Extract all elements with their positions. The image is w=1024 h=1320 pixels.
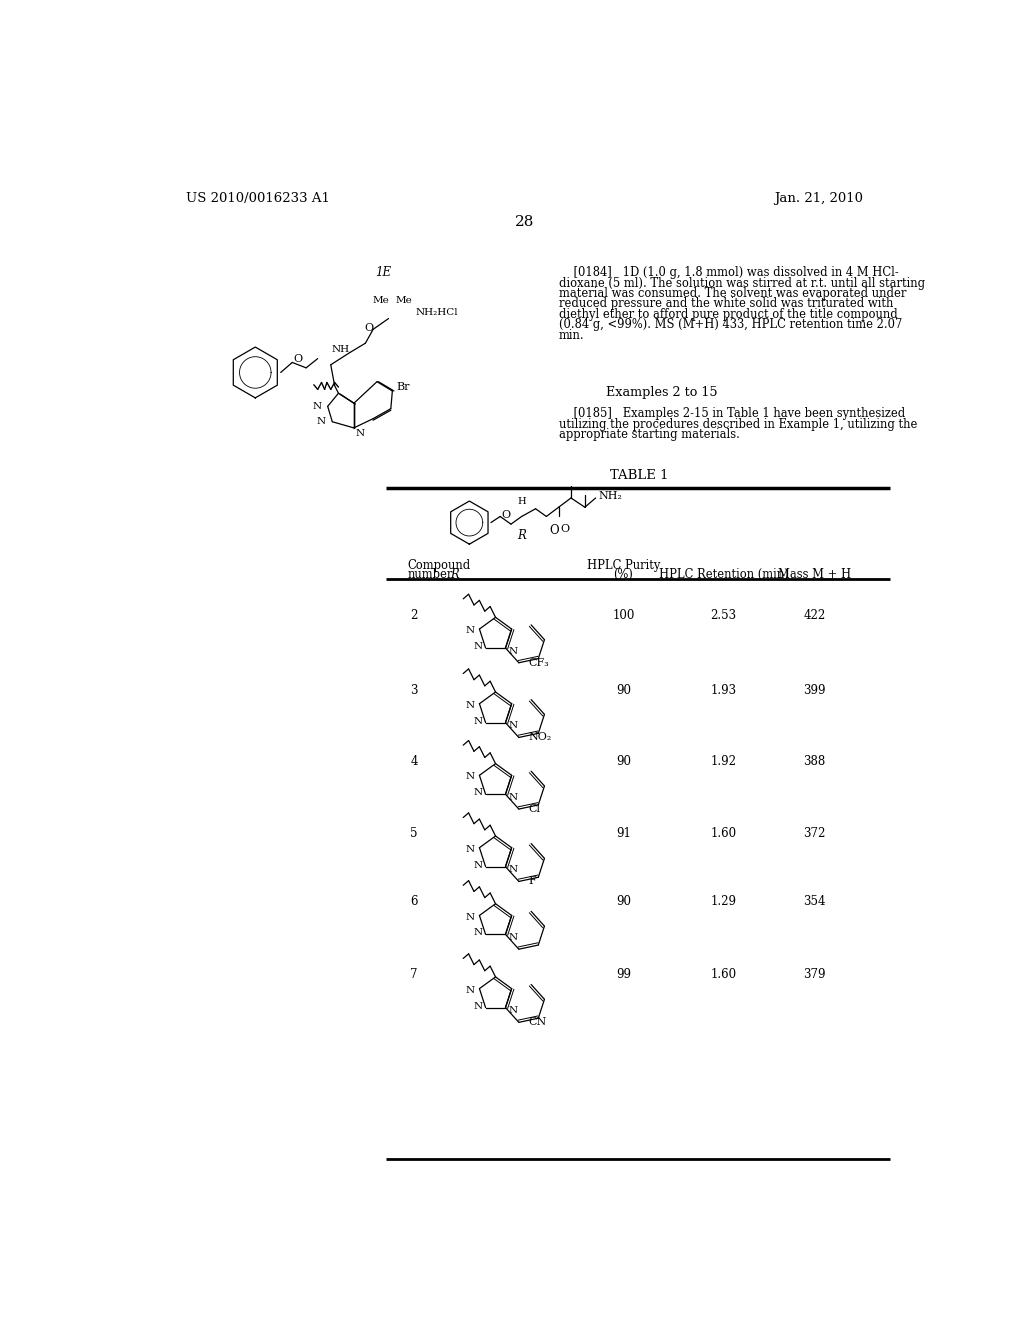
Text: NO₂: NO₂ [528,733,551,742]
Text: (%): (%) [613,568,633,581]
Text: NH₂HCl: NH₂HCl [416,308,458,317]
Text: N: N [473,861,482,870]
Text: HPLC Purity: HPLC Purity [587,558,660,572]
Text: Compound: Compound [408,558,471,572]
Text: Me: Me [373,297,389,305]
Text: N: N [509,647,518,656]
Text: N: N [473,788,482,797]
Text: 1.60: 1.60 [711,826,736,840]
Text: NH₂: NH₂ [599,491,623,500]
Text: [0184]   1D (1.0 g, 1.8 mmol) was dissolved in 4 M HCl-: [0184] 1D (1.0 g, 1.8 mmol) was dissolve… [559,267,898,280]
Text: 372: 372 [803,826,825,840]
Text: 90: 90 [615,895,631,908]
Text: (0.84 g, <99%). MS (M+H) 433, HPLC retention time 2.07: (0.84 g, <99%). MS (M+H) 433, HPLC reten… [559,318,902,331]
Text: 3: 3 [411,684,418,697]
Text: N: N [466,626,475,635]
Text: N: N [317,417,326,426]
Text: HPLC Retention (min): HPLC Retention (min) [658,568,788,581]
Text: 422: 422 [803,609,825,622]
Text: 100: 100 [612,609,635,622]
Text: 354: 354 [803,895,825,908]
Text: N: N [473,928,482,937]
Text: 2.53: 2.53 [711,609,736,622]
Text: N: N [466,772,475,781]
Text: N: N [355,429,365,438]
Text: 28: 28 [515,215,535,228]
Text: N: N [509,793,518,801]
Text: 2: 2 [411,609,418,622]
Text: [0185]   Examples 2-15 in Table 1 have been synthesized: [0185] Examples 2-15 in Table 1 have bee… [559,407,905,420]
Text: CN: CN [528,1018,547,1027]
Text: F: F [528,876,536,887]
Text: N: N [312,401,322,411]
Text: number: number [408,568,454,581]
Text: Mass M + H: Mass M + H [778,568,851,581]
Text: N: N [509,933,518,942]
Text: 99: 99 [615,969,631,982]
Text: O: O [501,510,510,520]
Text: 1.60: 1.60 [711,969,736,982]
Text: 1.92: 1.92 [711,755,736,768]
Text: utilizing the procedures described in Example 1, utilizing the: utilizing the procedures described in Ex… [559,417,918,430]
Text: 379: 379 [803,969,825,982]
Text: N: N [509,721,518,730]
Text: 1.29: 1.29 [711,895,736,908]
Text: N: N [473,1002,482,1011]
Text: 5: 5 [411,826,418,840]
Text: N: N [509,865,518,874]
Text: N: N [473,717,482,726]
Text: N: N [466,912,475,921]
Text: O: O [294,354,303,363]
Text: 7: 7 [411,969,418,982]
Text: Examples 2 to 15: Examples 2 to 15 [606,385,718,399]
Text: NH: NH [332,345,350,354]
Text: N: N [473,642,482,651]
Text: O: O [560,524,569,535]
Text: R: R [451,568,459,581]
Text: diethyl ether to afford pure product of the title compound: diethyl ether to afford pure product of … [559,308,897,321]
Text: US 2010/0016233 A1: US 2010/0016233 A1 [186,191,330,205]
Text: 6: 6 [411,895,418,908]
Text: dioxane (5 ml). The solution was stirred at r.t. until all starting: dioxane (5 ml). The solution was stirred… [559,277,925,289]
Text: Cl: Cl [528,804,540,814]
Text: O: O [549,524,559,537]
Text: 399: 399 [803,684,825,697]
Text: min.: min. [559,329,585,342]
Text: 1E: 1E [376,267,391,280]
Text: 90: 90 [615,755,631,768]
Text: CF₃: CF₃ [528,657,549,668]
Text: 90: 90 [615,684,631,697]
Text: 4: 4 [411,755,418,768]
Text: appropriate starting materials.: appropriate starting materials. [559,428,739,441]
Text: N: N [466,701,475,710]
Text: O: O [365,323,374,333]
Text: R: R [517,529,526,541]
Text: Br: Br [396,381,410,392]
Text: 91: 91 [615,826,631,840]
Text: 1.93: 1.93 [711,684,736,697]
Text: H: H [517,496,526,506]
Text: reduced pressure and the white solid was triturated with: reduced pressure and the white solid was… [559,297,893,310]
Text: material was consumed. The solvent was evaporated under: material was consumed. The solvent was e… [559,286,906,300]
Text: N: N [466,986,475,995]
Text: N: N [509,1006,518,1015]
Text: Jan. 21, 2010: Jan. 21, 2010 [774,191,863,205]
Text: TABLE 1: TABLE 1 [609,469,668,482]
Text: Me: Me [395,297,413,305]
Text: N: N [466,845,475,854]
Text: 388: 388 [803,755,825,768]
